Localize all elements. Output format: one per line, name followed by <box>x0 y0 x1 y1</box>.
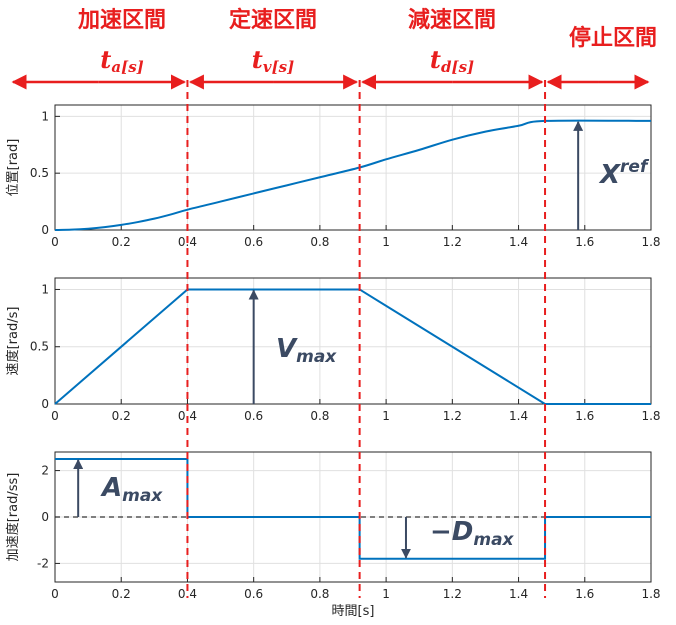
x-tick-label: 0.6 <box>244 235 263 249</box>
x-tick-label: 0.2 <box>112 235 131 249</box>
xref-label-sup: ref <box>620 157 650 177</box>
phase-title-constant: 定速区間 <box>229 7 317 33</box>
x-tick-label: 1.4 <box>509 235 528 249</box>
x-tick-label: 1 <box>382 409 390 423</box>
x-tick-label: 0.8 <box>310 235 329 249</box>
x-tick-label: 1.2 <box>443 409 462 423</box>
phase-title-stop: 停止区間 <box>569 25 657 51</box>
phase-duration-decel: td[s] <box>430 45 474 76</box>
phase-headers: 加速区間 定速区間 減速区間 停止区間 ta[s] tv[s] td[s] <box>77 7 657 76</box>
phase-duration-accel-unit: [s] <box>121 58 144 76</box>
phase-duration-constant: tv[s] <box>252 45 294 76</box>
y-axis-label: 位置[rad] <box>6 139 21 197</box>
phase-duration-decel-unit: [s] <box>451 58 474 76</box>
phase-duration-accel-sub: a <box>111 58 121 76</box>
y-axis-label: 速度[rad/s] <box>5 307 21 376</box>
x-tick-label: 0.8 <box>310 409 329 423</box>
x-tick-label: 0 <box>51 587 59 601</box>
y-tick-label: 1 <box>41 282 49 296</box>
x-tick-label: 1.6 <box>575 587 594 601</box>
x-tick-label: 0.6 <box>244 409 263 423</box>
x-tick-label: 0.2 <box>112 587 131 601</box>
phase-duration-accel-symbol: t <box>100 45 111 74</box>
y-tick-label: 0 <box>41 510 49 524</box>
y-tick-label: -2 <box>37 556 49 570</box>
x-tick-label: 1 <box>382 587 390 601</box>
x-tick-label: 0.2 <box>112 409 131 423</box>
x-tick-label: 1.2 <box>443 587 462 601</box>
x-tick-label: 1.4 <box>509 587 528 601</box>
y-axis-label: 加速度[rad/ss] <box>5 473 21 562</box>
xref-label: Xref <box>598 157 650 190</box>
y-tick-label: 0.5 <box>30 340 49 354</box>
amax-label-sub: max <box>122 486 163 506</box>
x-tick-label: 1.8 <box>641 587 660 601</box>
x-tick-label: 0.6 <box>244 587 263 601</box>
x-tick-label: 1.4 <box>509 409 528 423</box>
phase-title-decel: 減速区間 <box>408 7 496 33</box>
dmax-label: −Dmax <box>430 517 515 550</box>
series-line <box>54 119 652 231</box>
dmax-label-base: −D <box>430 517 473 547</box>
y-tick-label: 0 <box>41 397 49 411</box>
x-axis-label: 時間[s] <box>332 604 375 619</box>
phase-duration-decel-symbol: t <box>430 45 441 74</box>
xref-label-base: X <box>598 160 622 190</box>
x-tick-label: 0 <box>51 409 59 423</box>
dmax-label-sub: max <box>473 530 514 550</box>
vmax-label-sub: max <box>296 347 337 367</box>
phase-duration-constant-sub: v <box>263 58 272 76</box>
amax-label: Amax <box>100 473 163 506</box>
phase-duration-constant-symbol: t <box>252 45 263 74</box>
axes-frame <box>54 104 652 231</box>
x-tick-label: 1.8 <box>641 409 660 423</box>
x-tick-label: 0.8 <box>310 587 329 601</box>
phase-duration-constant-unit: [s] <box>272 58 295 76</box>
vmax-label: Vmax <box>276 334 337 367</box>
phase-boundaries <box>186 80 547 598</box>
x-tick-label: 1.2 <box>443 235 462 249</box>
x-tick-label: 0.4 <box>178 587 197 601</box>
x-tick-label: 0 <box>51 235 59 249</box>
y-tick-label: 0 <box>41 223 49 237</box>
phase-title-accel: 加速区間 <box>77 7 166 33</box>
x-tick-label: 1.8 <box>641 235 660 249</box>
amax-label-base: A <box>100 473 122 503</box>
phase-duration-accel: ta[s] <box>100 45 143 76</box>
axes-frame <box>54 277 652 405</box>
phase-duration-decel-sub: d <box>441 58 452 76</box>
annotations: Xref Vmax Amax −Dmax <box>73 120 650 559</box>
y-tick-label: 0.5 <box>30 166 49 180</box>
vmax-label-base: V <box>276 334 298 364</box>
y-tick-label: 1 <box>41 109 49 123</box>
x-tick-label: 1.6 <box>575 409 594 423</box>
x-tick-label: 1.6 <box>575 235 594 249</box>
y-tick-label: 2 <box>41 464 49 478</box>
series-line <box>55 457 651 560</box>
x-tick-label: 1 <box>382 235 390 249</box>
